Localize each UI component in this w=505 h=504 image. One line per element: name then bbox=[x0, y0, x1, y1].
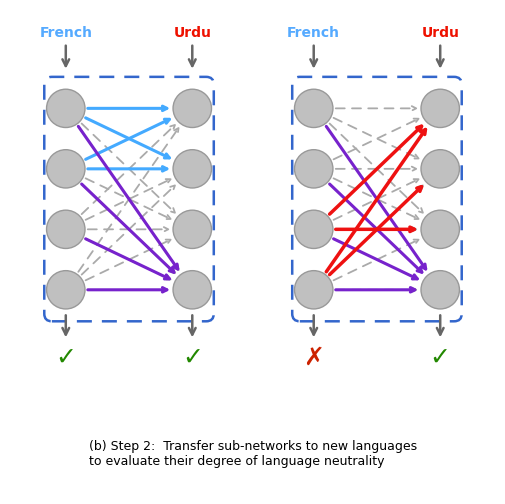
FancyArrowPatch shape bbox=[78, 127, 177, 269]
FancyArrowPatch shape bbox=[87, 288, 167, 292]
FancyArrowPatch shape bbox=[85, 239, 170, 280]
FancyArrowPatch shape bbox=[81, 184, 174, 272]
FancyArrowPatch shape bbox=[329, 186, 421, 275]
FancyArrowPatch shape bbox=[335, 106, 416, 110]
FancyArrowPatch shape bbox=[85, 239, 170, 280]
FancyArrowPatch shape bbox=[87, 227, 168, 231]
FancyArrowPatch shape bbox=[333, 118, 418, 159]
FancyArrowPatch shape bbox=[81, 185, 175, 275]
FancyArrowPatch shape bbox=[85, 178, 170, 219]
Circle shape bbox=[46, 89, 85, 128]
FancyArrowPatch shape bbox=[335, 227, 414, 231]
FancyArrowPatch shape bbox=[85, 179, 170, 220]
Text: ✓: ✓ bbox=[429, 346, 450, 370]
FancyArrowPatch shape bbox=[81, 123, 175, 213]
FancyArrowPatch shape bbox=[81, 125, 175, 214]
Circle shape bbox=[294, 271, 332, 309]
FancyArrowPatch shape bbox=[78, 128, 178, 272]
FancyArrowPatch shape bbox=[333, 118, 418, 159]
Text: Urdu: Urdu bbox=[421, 26, 458, 40]
FancyArrowPatch shape bbox=[81, 184, 175, 273]
FancyArrowPatch shape bbox=[333, 178, 418, 219]
FancyArrowPatch shape bbox=[85, 239, 169, 279]
Circle shape bbox=[46, 150, 85, 188]
FancyArrowPatch shape bbox=[85, 118, 169, 158]
FancyArrowPatch shape bbox=[333, 239, 417, 279]
Circle shape bbox=[173, 150, 211, 188]
Circle shape bbox=[173, 210, 211, 248]
Circle shape bbox=[420, 271, 459, 309]
Circle shape bbox=[46, 210, 85, 248]
FancyArrowPatch shape bbox=[329, 126, 421, 214]
FancyArrowPatch shape bbox=[329, 185, 422, 275]
FancyArrowPatch shape bbox=[333, 179, 418, 220]
FancyArrowPatch shape bbox=[78, 127, 178, 270]
FancyArrowPatch shape bbox=[87, 167, 167, 171]
FancyArrowPatch shape bbox=[335, 167, 416, 171]
FancyArrowPatch shape bbox=[87, 106, 167, 110]
Circle shape bbox=[420, 89, 459, 128]
Circle shape bbox=[294, 210, 332, 248]
Text: French: French bbox=[287, 26, 339, 40]
Text: ✗: ✗ bbox=[302, 346, 324, 370]
Circle shape bbox=[46, 271, 85, 309]
FancyArrowPatch shape bbox=[326, 127, 425, 269]
Circle shape bbox=[294, 89, 332, 128]
Text: (b) Step 2:  Transfer sub-networks to new languages
to evaluate their degree of : (b) Step 2: Transfer sub-networks to new… bbox=[89, 439, 416, 468]
FancyArrowPatch shape bbox=[85, 119, 169, 159]
Circle shape bbox=[420, 210, 459, 248]
Text: Urdu: Urdu bbox=[173, 26, 211, 40]
Text: ✓: ✓ bbox=[55, 346, 76, 370]
FancyArrowPatch shape bbox=[333, 239, 418, 280]
Text: French: French bbox=[39, 26, 92, 40]
FancyArrowPatch shape bbox=[335, 227, 416, 231]
Circle shape bbox=[420, 150, 459, 188]
Circle shape bbox=[294, 150, 332, 188]
FancyArrowPatch shape bbox=[335, 288, 414, 292]
FancyArrowPatch shape bbox=[329, 123, 422, 213]
FancyArrowPatch shape bbox=[326, 130, 425, 272]
Text: ✓: ✓ bbox=[181, 346, 203, 370]
Circle shape bbox=[173, 271, 211, 309]
Circle shape bbox=[173, 89, 211, 128]
FancyArrowPatch shape bbox=[329, 184, 421, 272]
FancyArrowPatch shape bbox=[335, 288, 416, 292]
